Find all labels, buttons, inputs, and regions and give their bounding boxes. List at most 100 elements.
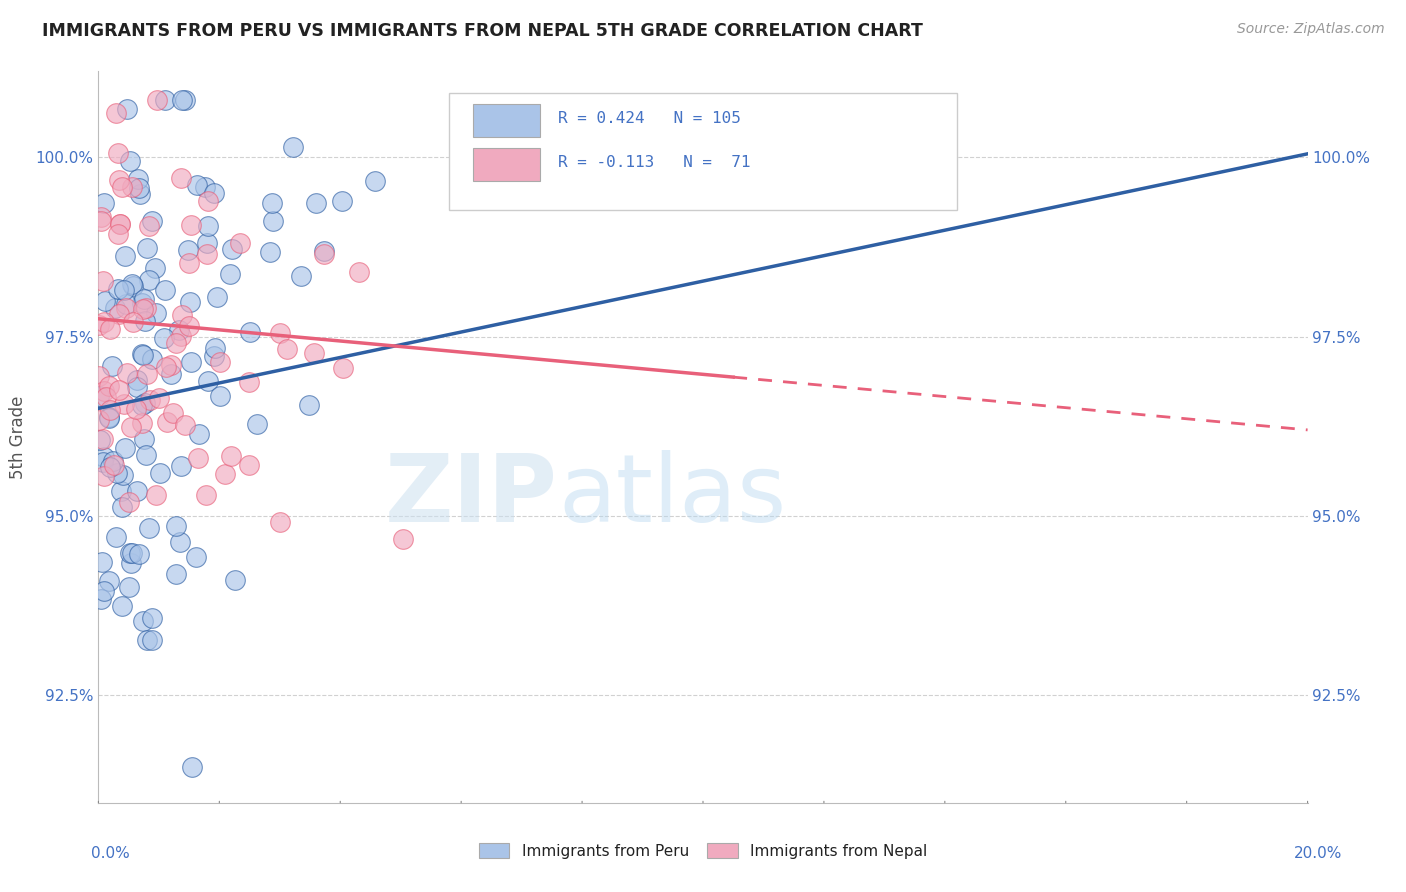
Point	[149, 466, 172, 480]
Point	[169, 534, 191, 549]
Point	[110, 483, 132, 498]
Point	[304, 346, 326, 360]
Point	[93, 384, 115, 399]
Point	[98, 411, 121, 425]
Point	[228, 235, 250, 250]
Point	[91, 555, 114, 569]
Point	[115, 102, 138, 116]
Point	[187, 450, 209, 465]
Point	[170, 458, 193, 473]
Point	[87, 368, 110, 383]
Point	[98, 459, 121, 474]
Point	[134, 448, 156, 462]
Point	[136, 241, 159, 255]
Point	[120, 420, 142, 434]
Point	[114, 441, 136, 455]
Point	[104, 530, 127, 544]
Point	[127, 172, 149, 186]
Point	[162, 406, 184, 420]
Point	[132, 292, 155, 306]
Point	[194, 180, 217, 194]
Point	[108, 217, 131, 231]
Point	[91, 432, 114, 446]
Point	[160, 367, 183, 381]
Point	[105, 106, 128, 120]
Point	[131, 295, 153, 310]
Point	[269, 515, 291, 529]
Point	[177, 243, 200, 257]
Point	[148, 391, 170, 405]
Point	[138, 273, 160, 287]
Point	[219, 268, 242, 282]
FancyBboxPatch shape	[449, 94, 957, 211]
Point	[391, 532, 413, 546]
Point	[194, 488, 217, 502]
Point	[155, 360, 177, 375]
Point	[141, 351, 163, 366]
Point	[290, 268, 312, 283]
Point	[112, 283, 135, 297]
Point	[108, 172, 131, 186]
Point	[141, 633, 163, 648]
Point	[186, 178, 208, 193]
Point	[180, 219, 202, 233]
Point	[111, 180, 134, 194]
Point	[262, 195, 284, 210]
Legend: Immigrants from Peru, Immigrants from Nepal: Immigrants from Peru, Immigrants from Ne…	[472, 837, 934, 864]
Point	[132, 301, 155, 316]
Point	[364, 174, 387, 188]
Point	[349, 265, 371, 279]
Point	[114, 249, 136, 263]
Point	[128, 547, 150, 561]
Point	[165, 519, 187, 533]
Point	[98, 322, 121, 336]
Point	[87, 413, 110, 427]
Point	[281, 140, 304, 154]
Point	[125, 401, 148, 416]
Point	[195, 235, 218, 250]
Point	[179, 294, 201, 309]
Point	[165, 335, 187, 350]
Point	[202, 349, 225, 363]
Point	[177, 318, 200, 333]
Point	[173, 417, 195, 432]
Point	[259, 244, 281, 259]
Point	[98, 403, 121, 417]
Text: 20.0%: 20.0%	[1295, 846, 1343, 861]
Point	[138, 521, 160, 535]
Point	[89, 433, 111, 447]
Point	[97, 409, 120, 424]
Point	[136, 367, 159, 381]
Point	[91, 274, 114, 288]
Point	[87, 318, 110, 332]
Point	[93, 314, 115, 328]
Point	[129, 187, 152, 202]
Point	[298, 398, 321, 412]
Point	[153, 93, 176, 107]
Y-axis label: 5th Grade: 5th Grade	[10, 395, 27, 479]
Point	[111, 500, 134, 515]
Point	[107, 145, 129, 160]
Point	[145, 488, 167, 502]
Point	[90, 210, 112, 224]
Point	[112, 397, 135, 411]
Point	[121, 180, 143, 194]
Point	[141, 611, 163, 625]
Point	[221, 242, 243, 256]
Point	[188, 427, 211, 442]
Text: ZIP: ZIP	[385, 450, 558, 541]
Point	[305, 195, 328, 210]
Point	[98, 379, 121, 393]
Point	[170, 93, 193, 107]
Text: Source: ZipAtlas.com: Source: ZipAtlas.com	[1237, 22, 1385, 37]
Point	[262, 214, 284, 228]
Point	[101, 454, 124, 468]
Point	[197, 194, 219, 209]
Point	[238, 375, 260, 389]
Point	[93, 455, 115, 469]
Point	[167, 323, 190, 337]
Point	[173, 93, 195, 107]
Point	[93, 584, 115, 599]
Text: IMMIGRANTS FROM PERU VS IMMIGRANTS FROM NEPAL 5TH GRADE CORRELATION CHART: IMMIGRANTS FROM PERU VS IMMIGRANTS FROM …	[42, 22, 924, 40]
Point	[118, 495, 141, 509]
